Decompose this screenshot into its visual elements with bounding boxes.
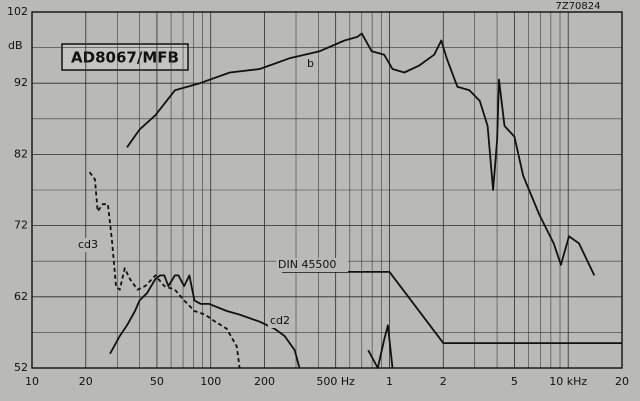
y-tick-label: 52: [14, 361, 28, 374]
series-label: DIN 45500: [278, 258, 336, 271]
figure-code: 7Z70824: [555, 1, 600, 12]
x-tick-label: 10 kHz: [549, 375, 587, 388]
x-tick-label: 100: [200, 375, 221, 388]
label-background: [305, 57, 313, 71]
x-tick-label: 5: [511, 375, 518, 388]
plot-frame: [31, 11, 623, 369]
data-line: [109, 274, 394, 369]
x-tick-label: 20: [615, 375, 629, 388]
x-tick-label: 50: [150, 375, 164, 388]
chart-title: AD8067/MFB: [71, 49, 179, 67]
x-tick-label: 500 Hz: [316, 375, 355, 388]
label-background: [268, 314, 292, 328]
series-label: b: [307, 57, 314, 70]
y-tick-label: 72: [14, 219, 28, 232]
data-line: [126, 32, 596, 276]
y-tick-label: 92: [14, 76, 28, 89]
y-tick-label: 102: [7, 5, 28, 18]
series-label: cd2: [270, 314, 290, 327]
y-tick-label: 82: [14, 147, 28, 160]
y-tick-label: 62: [14, 290, 28, 303]
y-axis-label: dB: [8, 39, 23, 52]
x-tick-label: 200: [254, 375, 275, 388]
label-background: [276, 258, 348, 272]
x-tick-label: 10: [25, 375, 39, 388]
x-tick-label: 20: [79, 375, 93, 388]
data-line: [88, 171, 241, 369]
series-label: cd3: [78, 238, 98, 251]
x-tick-label: 1: [386, 375, 393, 388]
title-box: [61, 43, 189, 71]
x-tick-label: 2: [440, 375, 447, 388]
label-background: [76, 238, 100, 252]
